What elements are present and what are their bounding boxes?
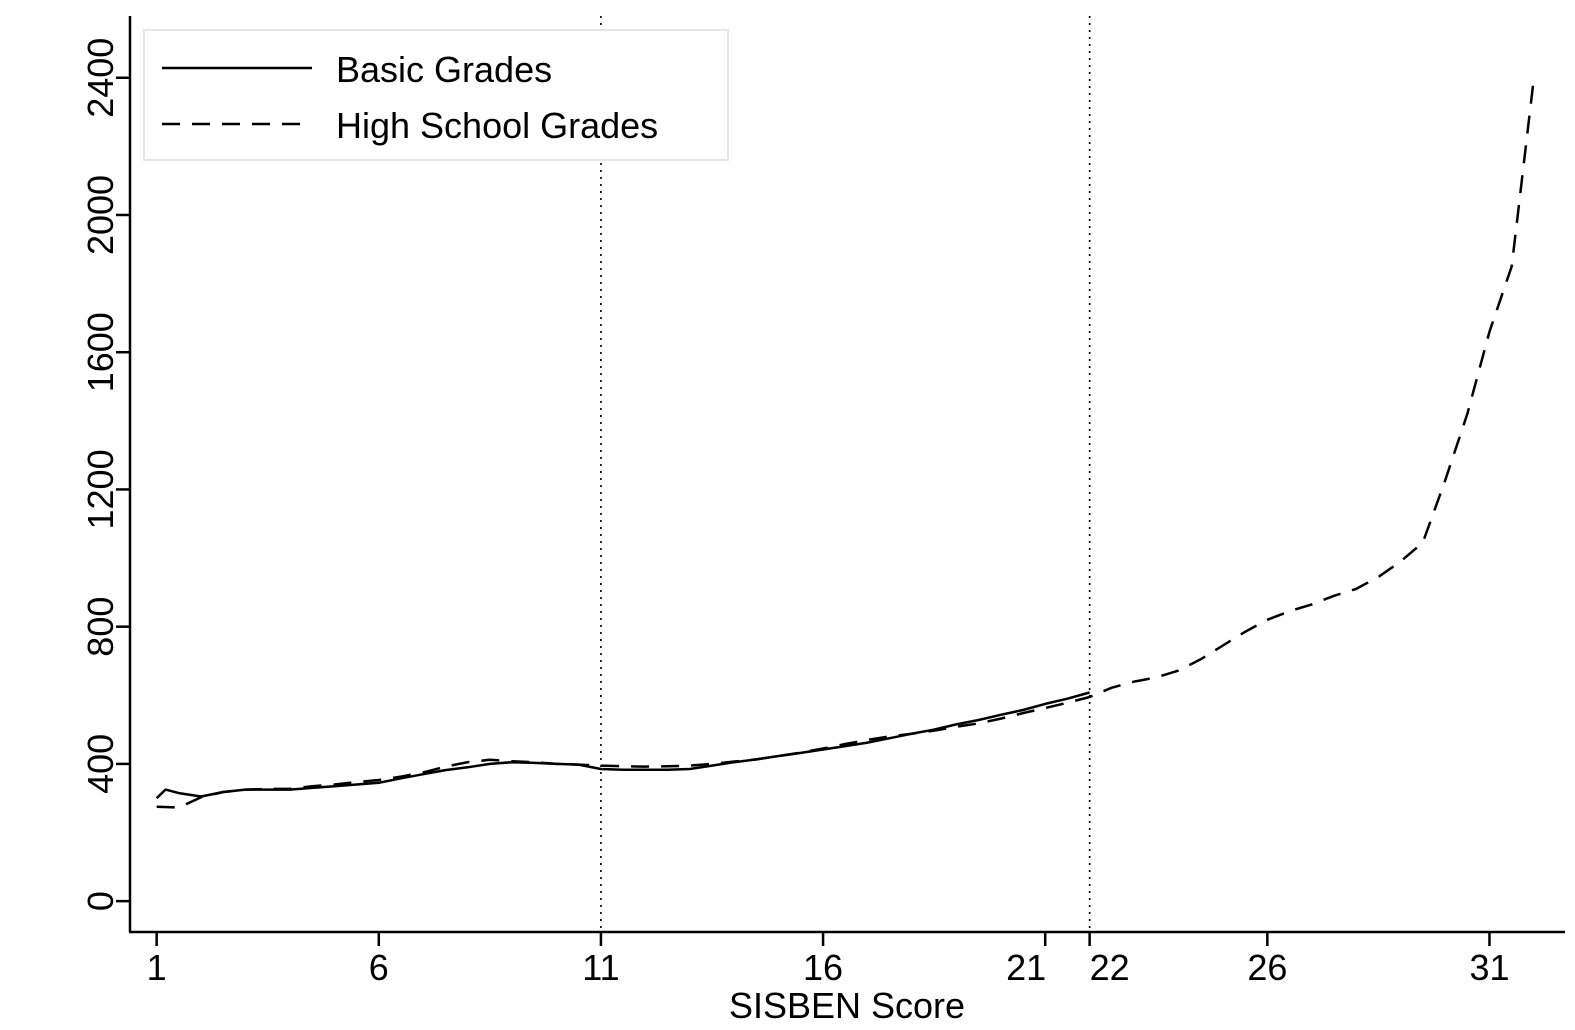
legend-label-high-school-grades: High School Grades xyxy=(336,105,658,146)
plot-frame xyxy=(128,16,1565,934)
y-tick-label-1600: 1600 xyxy=(80,312,121,392)
x-tick-label-21: 21 xyxy=(1006,947,1046,988)
x-axis-ticks: 1 6 11 16 21 22 26 31 xyxy=(147,932,1509,988)
y-tick-label-800: 800 xyxy=(80,597,121,657)
x-tick-label-31: 31 xyxy=(1469,947,1509,988)
x-tick-label-6: 6 xyxy=(369,947,389,988)
x-tick-label-1: 1 xyxy=(147,947,167,988)
x-tick-label-22: 22 xyxy=(1090,947,1130,988)
series-line-basic-grades xyxy=(155,691,1090,800)
x-tick-label-26: 26 xyxy=(1247,947,1287,988)
y-tick-label-2000: 2000 xyxy=(80,175,121,255)
y-tick-label-2400: 2400 xyxy=(80,38,121,118)
legend-label-basic-grades: Basic Grades xyxy=(336,49,552,90)
series-line-high-school-grades xyxy=(156,77,1536,809)
y-axis-ticks: 0 400 800 1200 1600 2000 2400 xyxy=(80,38,130,911)
x-tick-label-16: 16 xyxy=(803,947,843,988)
x-axis-title: SISBEN Score xyxy=(729,985,965,1026)
reference-lines xyxy=(600,16,1091,932)
legend: Basic Grades High School Grades xyxy=(143,29,729,161)
y-tick-label-0: 0 xyxy=(80,891,121,911)
y-tick-label-1200: 1200 xyxy=(80,449,121,529)
legend-box xyxy=(143,29,729,161)
y-tick-label-400: 400 xyxy=(80,734,121,794)
series-lines xyxy=(155,77,1536,809)
x-tick-label-11: 11 xyxy=(582,947,619,988)
